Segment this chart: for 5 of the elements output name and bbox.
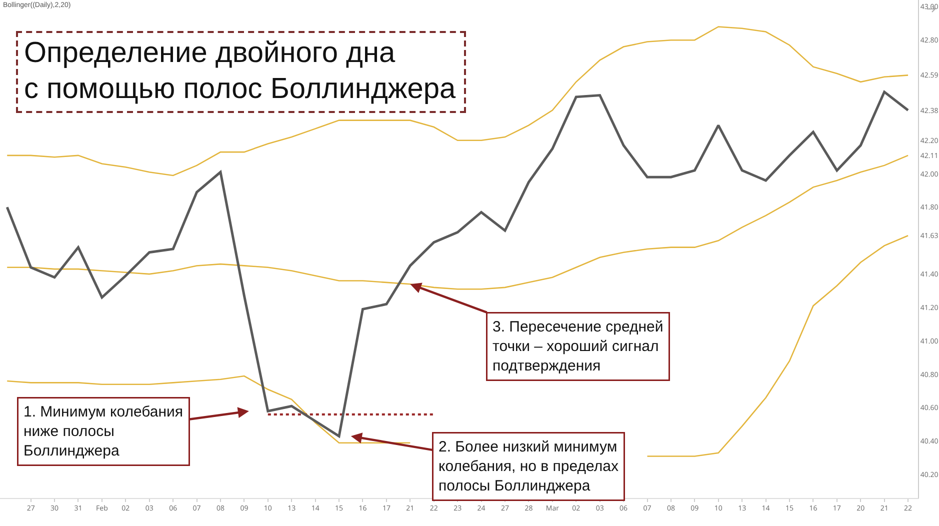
annotation: 3. Пересечение средней точки – хороший сигнал подтверждения xyxy=(492,318,664,374)
text: Определение двойного дна с помощью полос Боллинджера xyxy=(16,31,466,113)
annotation: 2. Более низкий минимум колебания, но в пределах полосы Боллинджера xyxy=(438,438,619,494)
line-series xyxy=(6,26,909,176)
annotation: 1. Минимум колебания ниже полосы Боллинджера xyxy=(24,404,184,460)
